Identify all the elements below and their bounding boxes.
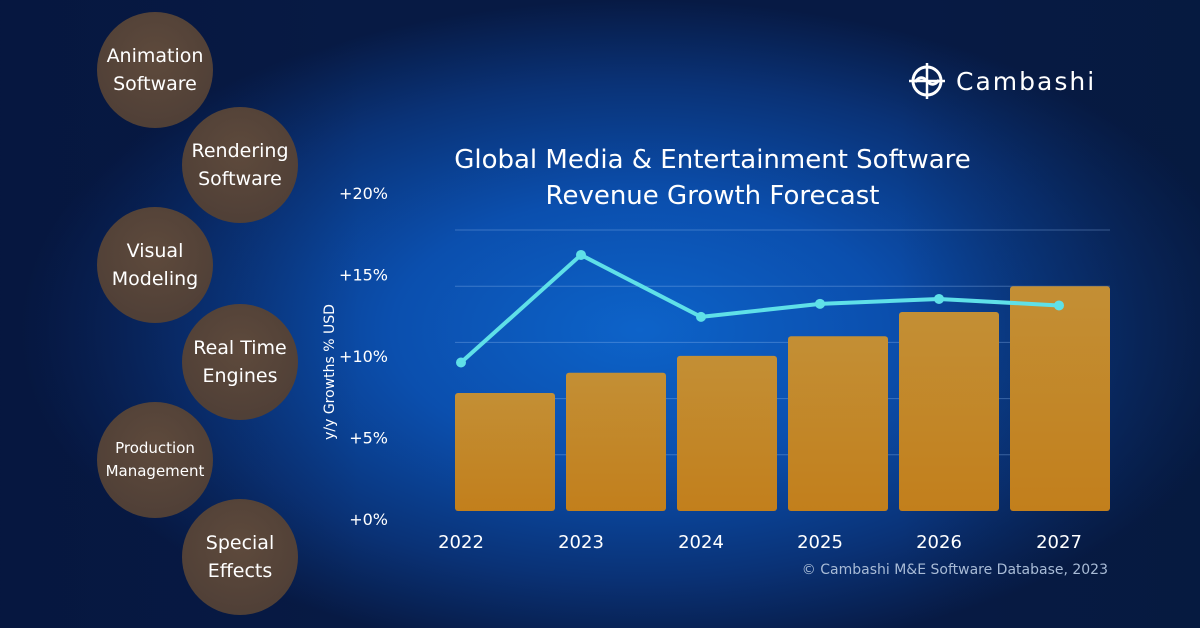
category-circle: Real Time Engines xyxy=(182,304,298,420)
title-line: Revenue Growth Forecast xyxy=(545,181,880,211)
line-point xyxy=(1054,300,1064,311)
category-circle: Visual Modeling xyxy=(97,207,213,323)
bar xyxy=(677,355,777,511)
growth-line xyxy=(459,252,1060,365)
x-tick-label: 2024 xyxy=(678,532,724,553)
bar xyxy=(1010,286,1110,511)
line-point xyxy=(576,249,586,260)
category-label: Special Effects xyxy=(205,532,275,582)
line-point xyxy=(696,311,706,322)
category-label: Animation Software xyxy=(106,45,204,95)
category-label: Visual Modeling xyxy=(111,240,199,290)
x-tick-label: 2022 xyxy=(438,532,484,553)
cambashi-logo: Cambashi xyxy=(908,62,1096,100)
category-label: Rendering Software xyxy=(191,140,289,190)
y-tick-label: +20% xyxy=(339,184,388,203)
title-line: Global Media & Entertainment Software xyxy=(454,145,971,175)
line-point xyxy=(456,357,466,368)
category-label: Real Time Engines xyxy=(193,337,287,387)
source-note: © Cambashi M&E Software Database, 2023 xyxy=(801,562,1108,578)
y-tick-label: +0% xyxy=(349,510,388,529)
category-label: Production Management xyxy=(105,439,205,480)
line-point xyxy=(815,298,825,309)
y-tick-label: +5% xyxy=(349,429,388,448)
x-tick-label: 2023 xyxy=(558,532,604,553)
bar xyxy=(566,372,666,511)
chart-title: Global Media & Entertainment Software Re… xyxy=(400,142,1025,214)
x-tick-label: 2027 xyxy=(1036,532,1082,553)
bar xyxy=(455,392,555,511)
line-point xyxy=(934,293,944,304)
category-circle: Rendering Software xyxy=(182,107,298,223)
y-tick-label: +15% xyxy=(339,266,388,285)
compass-icon xyxy=(909,63,945,99)
x-tick-label: 2025 xyxy=(797,532,843,553)
category-circle: Special Effects xyxy=(182,499,298,615)
y-tick-label: +10% xyxy=(339,347,388,366)
x-tick-label: 2026 xyxy=(916,532,962,553)
y-axis-label: y/y Growths % USD xyxy=(322,304,338,440)
logo-text: Cambashi xyxy=(956,66,1097,96)
bar xyxy=(788,336,888,511)
category-circle: Animation Software xyxy=(97,12,213,128)
category-circle: Production Management xyxy=(97,402,213,518)
bar xyxy=(899,312,999,511)
